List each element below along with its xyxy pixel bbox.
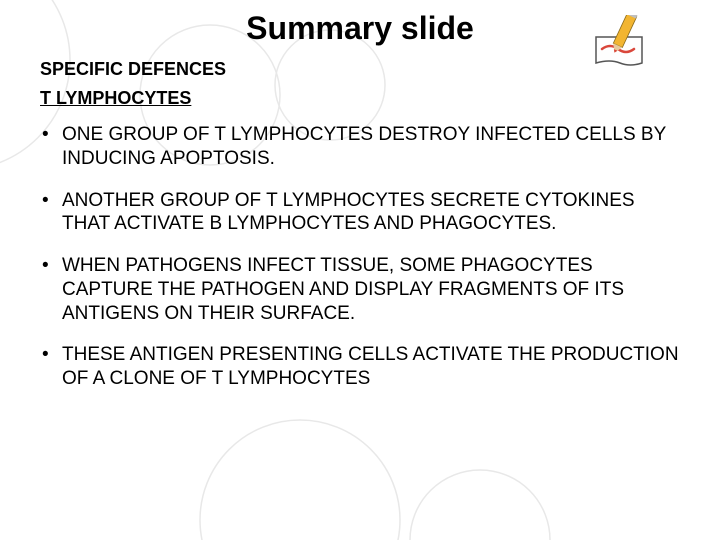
- bullet-list: ONE GROUP OF T LYMPHOCYTES DESTROY INFEC…: [40, 123, 680, 391]
- list-item: THESE ANTIGEN PRESENTING CELLS ACTIVATE …: [40, 343, 680, 391]
- list-item: WHEN PATHOGENS INFECT TISSUE, SOME PHAGO…: [40, 254, 680, 325]
- slide-title: Summary slide: [246, 10, 474, 46]
- slide-content: Summary slide SPECIFIC DEFENCES T LYMPHO…: [0, 0, 720, 419]
- list-item: ANOTHER GROUP OF T LYMPHOCYTES SECRETE C…: [40, 189, 680, 237]
- sub-heading: T LYMPHOCYTES: [40, 88, 680, 109]
- pencil-paper-icon: [590, 15, 660, 70]
- list-item: ONE GROUP OF T LYMPHOCYTES DESTROY INFEC…: [40, 123, 680, 171]
- slide-title-row: Summary slide: [40, 10, 680, 47]
- section-heading: SPECIFIC DEFENCES: [40, 59, 680, 80]
